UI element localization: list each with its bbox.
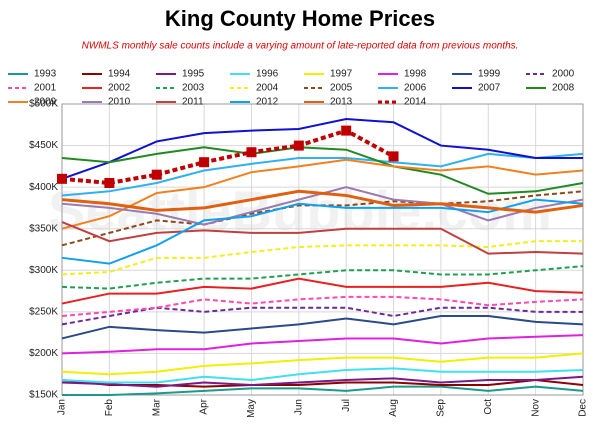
series-line (61, 334, 584, 355)
series-marker (151, 169, 162, 180)
series-line (61, 315, 584, 340)
legend-label: 2007 (478, 83, 501, 94)
x-tick-label: Aug (388, 399, 399, 417)
x-tick-label: Mar (151, 398, 162, 416)
legend-label: 2006 (404, 83, 427, 94)
series-line (61, 146, 584, 195)
x-tick-label: Jan (57, 399, 68, 415)
series-line (62, 385, 584, 396)
series-line (61, 240, 583, 276)
series-line (61, 277, 584, 305)
legend-label: 1995 (182, 69, 205, 80)
series-line (61, 265, 584, 290)
chart-subtitle: NWMLS monthly sale counts include a vary… (82, 41, 519, 52)
legend-label: 1998 (404, 69, 427, 80)
series-line (61, 375, 584, 388)
series-line (61, 117, 583, 180)
legend-label: 1997 (330, 69, 353, 80)
chart-title: King County Home Prices (165, 6, 435, 31)
x-tick-label: Apr (199, 398, 210, 414)
legend-label: 2013 (330, 97, 353, 108)
legend-label: 2000 (552, 69, 575, 80)
x-tick-label: Dec (578, 399, 589, 417)
y-tick-label: $350K (29, 223, 58, 234)
y-tick-label: $300K (29, 265, 58, 276)
legend-label: 2010 (108, 97, 131, 108)
series-line (61, 379, 584, 388)
legend-label: 1999 (478, 69, 501, 80)
plot-frame (61, 103, 584, 396)
y-tick-label: $150K (29, 390, 58, 401)
series-line (61, 221, 584, 255)
series-marker (104, 177, 115, 188)
x-tick-label: Oct (483, 399, 494, 415)
series-marker (293, 140, 304, 151)
legend-label: 2014 (404, 97, 427, 108)
legend-label: 2003 (182, 83, 205, 94)
y-tick-label: $450K (29, 140, 58, 151)
y-tick-label: $200K (29, 348, 58, 359)
series-line (61, 189, 584, 214)
legend-label: 2004 (256, 83, 279, 94)
legend-label: 2012 (256, 97, 279, 108)
legend-label: 1994 (108, 69, 131, 80)
series-marker (246, 147, 257, 158)
x-tick-label: Feb (104, 399, 115, 417)
series-line (61, 367, 584, 384)
x-tick-label: Sep (436, 399, 447, 417)
series-marker (341, 125, 352, 136)
series-line (61, 128, 395, 186)
legend-label: 1993 (34, 69, 57, 80)
series-line (61, 158, 584, 230)
series-line (61, 152, 584, 197)
legend-label: 2005 (330, 83, 353, 94)
y-tick-label: $400K (29, 182, 58, 193)
series-marker (388, 151, 399, 162)
series-marker (57, 173, 67, 184)
x-tick-label: May (246, 399, 257, 418)
series-line (61, 352, 584, 376)
legend-label: 2008 (552, 83, 575, 94)
legend-label: 1996 (256, 69, 279, 80)
legend-label: 2011 (182, 97, 204, 108)
y-tick-label: $250K (29, 306, 58, 317)
x-tick-label: Jun (293, 399, 304, 415)
series-line (61, 295, 584, 318)
legend-label: 2001 (34, 83, 57, 94)
x-tick-label: Jul (341, 399, 352, 412)
x-tick-label: Nov (530, 399, 541, 417)
series-marker (199, 157, 210, 168)
series-line (61, 306, 583, 326)
legend-label: 2009 (34, 97, 57, 108)
legend-label: 2002 (108, 83, 131, 94)
y-tick-label: $500K (29, 99, 58, 110)
